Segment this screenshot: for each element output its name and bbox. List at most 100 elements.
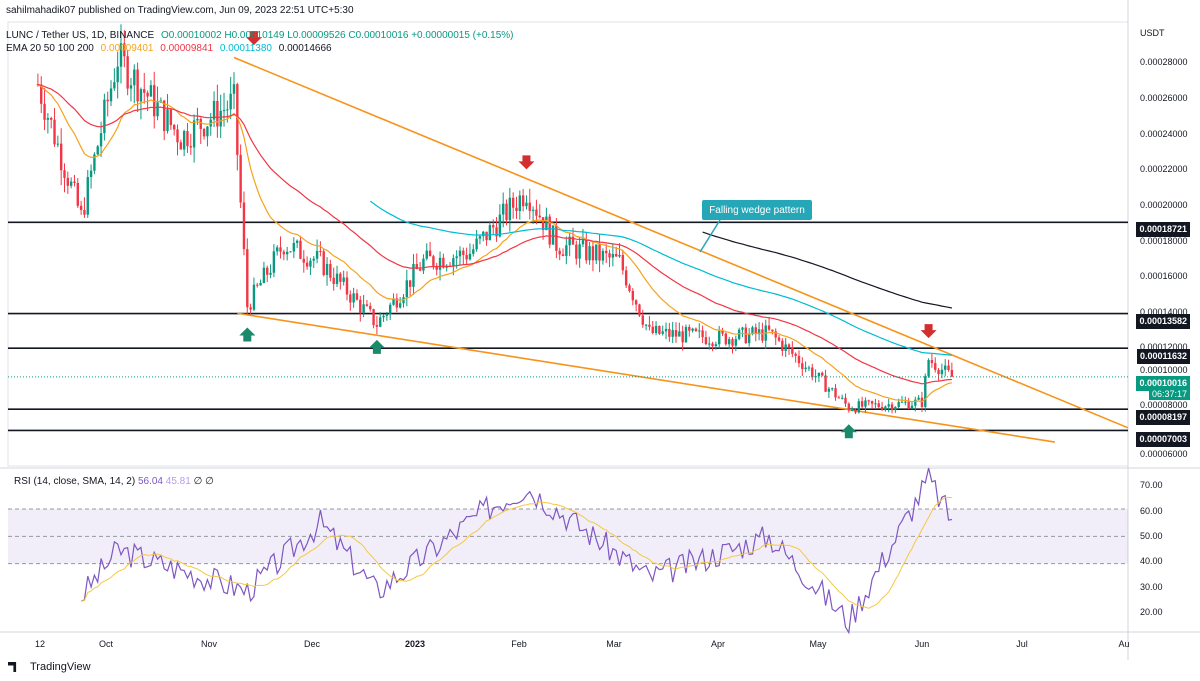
candle-body (714, 344, 718, 347)
candle-body (664, 328, 668, 332)
ema20-line (37, 83, 953, 403)
candle-body (262, 267, 266, 283)
candle-body (369, 305, 372, 310)
symbol-legend: LUNC / Tether US, 1D, BINANCE O0.0001000… (6, 30, 518, 41)
candle-body (109, 88, 113, 102)
candle-body (518, 195, 522, 212)
candle-body (302, 258, 305, 263)
candle-body (56, 143, 60, 145)
candle-body (658, 326, 661, 334)
candle-body (831, 388, 834, 390)
candle-body (495, 227, 498, 237)
candle-body (442, 257, 445, 268)
rsi-tick: 20.00 (1140, 607, 1163, 617)
candle-body (53, 119, 56, 145)
candle-body (256, 284, 259, 286)
candle-body (505, 203, 508, 221)
candle-body (172, 125, 176, 130)
candle-body (40, 84, 43, 104)
sell-arrow-icon (920, 324, 937, 339)
candle-body (438, 257, 442, 270)
candle-body (382, 315, 385, 318)
candle-body (860, 401, 864, 407)
sell-arrow-icon (518, 155, 535, 170)
tradingview-logo[interactable]: TradingView (8, 661, 91, 673)
rsi-legend-label: RSI (14, close, SMA, 14, 2) (14, 476, 136, 487)
x-tick: Feb (511, 639, 527, 649)
callout-pointer (699, 219, 721, 253)
rsi-line (80, 467, 953, 635)
candle-body (558, 250, 561, 255)
x-tick: Dec (303, 639, 321, 649)
candle-body (708, 343, 711, 345)
candle-body (784, 344, 787, 351)
candle-body (688, 326, 691, 331)
candle-body (801, 363, 804, 370)
wedge-upper-line (233, 56, 1129, 429)
candle-body (867, 400, 870, 402)
candle-body (787, 344, 791, 348)
candle-body (458, 250, 462, 257)
candle-body (492, 225, 495, 228)
candle-body (681, 331, 684, 343)
candle-body (757, 329, 761, 335)
candle-body (538, 215, 541, 218)
candle-body (99, 133, 103, 147)
candle-body (405, 280, 409, 298)
candle-body (129, 85, 133, 89)
candle-body (76, 182, 79, 206)
candle-body (266, 267, 269, 275)
candle-body (465, 254, 468, 260)
level-tag: 0.00013582 (1136, 314, 1190, 329)
candle-body (362, 304, 365, 313)
candle-body (934, 363, 937, 370)
ema100-line (369, 200, 952, 356)
candle-body (854, 410, 857, 413)
price-pane-frame (7, 21, 1129, 467)
tradingview-mark-icon (8, 662, 17, 672)
price-tick: 0.00018000 (1140, 236, 1188, 246)
candle-body (638, 304, 641, 316)
candle-body (880, 407, 884, 410)
candle-body (535, 209, 538, 216)
candle-body (252, 284, 256, 310)
rsi-tick: 60.00 (1140, 506, 1163, 516)
candle-body (163, 100, 166, 132)
candle-body (884, 406, 887, 410)
candle-body (581, 240, 585, 245)
candle-body (379, 317, 382, 327)
level-tag: 0.00008197 (1136, 410, 1190, 425)
candle-body (69, 181, 73, 186)
candle-body (525, 202, 528, 207)
candle-body (847, 403, 851, 411)
candle-body (734, 339, 738, 346)
candle-body (731, 339, 734, 346)
price-tick: 0.00026000 (1140, 93, 1188, 103)
price-tick: 0.00014000 (1140, 307, 1188, 317)
candle-body (425, 250, 428, 259)
x-tick: 2023 (404, 639, 426, 649)
price-tick: 0.00006000 (1140, 449, 1188, 459)
candle-body (821, 372, 824, 376)
candle-body (435, 265, 438, 270)
candle-body (924, 376, 927, 407)
candle-body (229, 93, 232, 110)
candle-body (591, 246, 595, 261)
candle-body (678, 331, 681, 337)
candle-body (850, 410, 854, 412)
candle-body (455, 256, 458, 259)
candle-body (611, 253, 615, 258)
candle-body (295, 240, 299, 243)
rsi-tick: 40.00 (1140, 556, 1163, 566)
publisher-credit: sahilmahadik07 published on TradingView.… (6, 5, 354, 16)
candle-body (840, 397, 844, 399)
candle-body (415, 264, 418, 270)
candle-body (940, 369, 944, 375)
candle-body (408, 280, 412, 287)
candle-body (222, 110, 226, 112)
candle-body (246, 249, 249, 308)
candle-body (561, 254, 565, 256)
price-tick: 0.00020000 (1140, 200, 1188, 210)
candle-body (149, 85, 153, 97)
candle-body (73, 181, 76, 183)
